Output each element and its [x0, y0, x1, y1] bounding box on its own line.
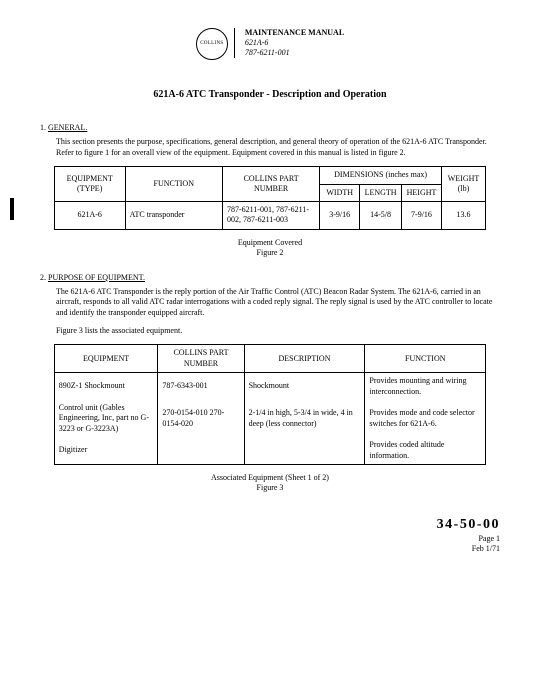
- t2-r3-function: Provides coded altitude information.: [365, 437, 486, 464]
- t2-r3-equipment: Digitizer: [54, 437, 158, 464]
- t1-head-weight: WEIGHT (lb): [441, 167, 485, 202]
- t1-head-part-number: COLLINS PART NUMBER: [222, 167, 319, 202]
- table-row: Control unit (Gables Engineering, Inc, p…: [54, 400, 485, 437]
- figure-3-caption: Associated Equipment (Sheet 1 of 2) Figu…: [40, 473, 500, 494]
- t1-r1-length: 14-5/8: [360, 201, 402, 229]
- t1-head-height: HEIGHT: [402, 184, 442, 201]
- section-2-paragraph-2: Figure 3 lists the associated equipment.: [56, 326, 500, 336]
- t1-r1-function: ATC transponder: [125, 201, 222, 229]
- t2-r3-part-number: [158, 437, 244, 464]
- section-1: 1. GENERAL. This section presents the pu…: [40, 123, 500, 158]
- t2-head-description: DESCRIPTION: [244, 345, 365, 373]
- page-footer: 34-50-00 Page 1 Feb 1/71: [40, 516, 500, 555]
- section-1-number: 1.: [40, 123, 46, 132]
- t1-r1-height: 7-9/16: [402, 201, 442, 229]
- t2-r2-part-number: 270-0154-010 270-0154-020: [158, 400, 244, 437]
- figure-2-number: Figure 2: [40, 248, 500, 258]
- t2-r3-description: [244, 437, 365, 464]
- associated-equipment-table: EQUIPMENT COLLINS PART NUMBER DESCRIPTIO…: [54, 344, 486, 465]
- t2-r2-function: Provides mode and code selector switches…: [365, 400, 486, 437]
- header-divider: [234, 28, 235, 58]
- figure-2-title: Equipment Covered: [40, 238, 500, 248]
- section-2-heading: PURPOSE OF EQUIPMENT.: [48, 273, 145, 282]
- t1-head-width: WIDTH: [320, 184, 360, 201]
- t2-r2-description: 2-1/4 in high, 5-3/4 in wide, 4 in deep …: [244, 400, 365, 437]
- t1-r1-equipment-type: 621A-6: [54, 201, 125, 229]
- revision-bar-icon: [10, 198, 14, 220]
- table-row: Digitizer Provides coded altitude inform…: [54, 437, 485, 464]
- t1-head-length: LENGTH: [360, 184, 402, 201]
- header-text-block: MAINTENANCE MANUAL 621A-6 787-6211-001: [245, 28, 344, 58]
- figure-3-number: Figure 3: [40, 483, 500, 493]
- t2-head-part-number: COLLINS PART NUMBER: [158, 345, 244, 373]
- section-1-heading: GENERAL.: [48, 123, 87, 132]
- header-part-number: 787-6211-001: [245, 48, 344, 58]
- footer-section-number: 34-50-00: [40, 516, 500, 534]
- footer-date: Feb 1/71: [40, 544, 500, 554]
- figure-3-title: Associated Equipment (Sheet 1 of 2): [40, 473, 500, 483]
- collins-logo-icon: COLLINS: [196, 28, 228, 60]
- section-2-paragraph-1: The 621A-6 ATC Transponder is the reply …: [56, 287, 500, 318]
- page-title: 621A-6 ATC Transponder - Description and…: [40, 88, 500, 101]
- t2-head-equipment: EQUIPMENT: [54, 345, 158, 373]
- t1-head-dimensions: DIMENSIONS (inches max): [320, 167, 442, 184]
- t2-r1-function: Provides mounting and wiring interconnec…: [365, 373, 486, 400]
- section-2: 2. PURPOSE OF EQUIPMENT. The 621A-6 ATC …: [40, 273, 500, 337]
- document-header: COLLINS MAINTENANCE MANUAL 621A-6 787-62…: [40, 28, 500, 60]
- t1-r1-weight: 13.6: [441, 201, 485, 229]
- figure-2-caption: Equipment Covered Figure 2: [40, 238, 500, 259]
- t2-r1-description: Shockmount: [244, 373, 365, 400]
- logo-text: COLLINS: [200, 41, 223, 48]
- t1-r1-width: 3-9/16: [320, 201, 360, 229]
- equipment-covered-table: EQUIPMENT (TYPE) FUNCTION COLLINS PART N…: [54, 166, 486, 230]
- section-2-number: 2.: [40, 273, 46, 282]
- t2-r2-equipment: Control unit (Gables Engineering, Inc, p…: [54, 400, 158, 437]
- t2-head-function: FUNCTION: [365, 345, 486, 373]
- t1-r1-part-number: 787-6211-001, 787-6211-002, 787-6211-003: [222, 201, 319, 229]
- t2-r1-part-number: 787-6343-001: [158, 373, 244, 400]
- t2-r1-equipment: 890Z-1 Shockmount: [54, 373, 158, 400]
- t1-head-equipment-type: EQUIPMENT (TYPE): [54, 167, 125, 202]
- model-number: 621A-6: [245, 38, 344, 48]
- manual-type: MAINTENANCE MANUAL: [245, 28, 344, 38]
- t1-head-function: FUNCTION: [125, 167, 222, 202]
- table-row: 621A-6 ATC transponder 787-6211-001, 787…: [54, 201, 485, 229]
- footer-page-number: Page 1: [40, 534, 500, 544]
- table-row: 890Z-1 Shockmount 787-6343-001 Shockmoun…: [54, 373, 485, 400]
- section-1-paragraph: This section presents the purpose, speci…: [56, 137, 500, 158]
